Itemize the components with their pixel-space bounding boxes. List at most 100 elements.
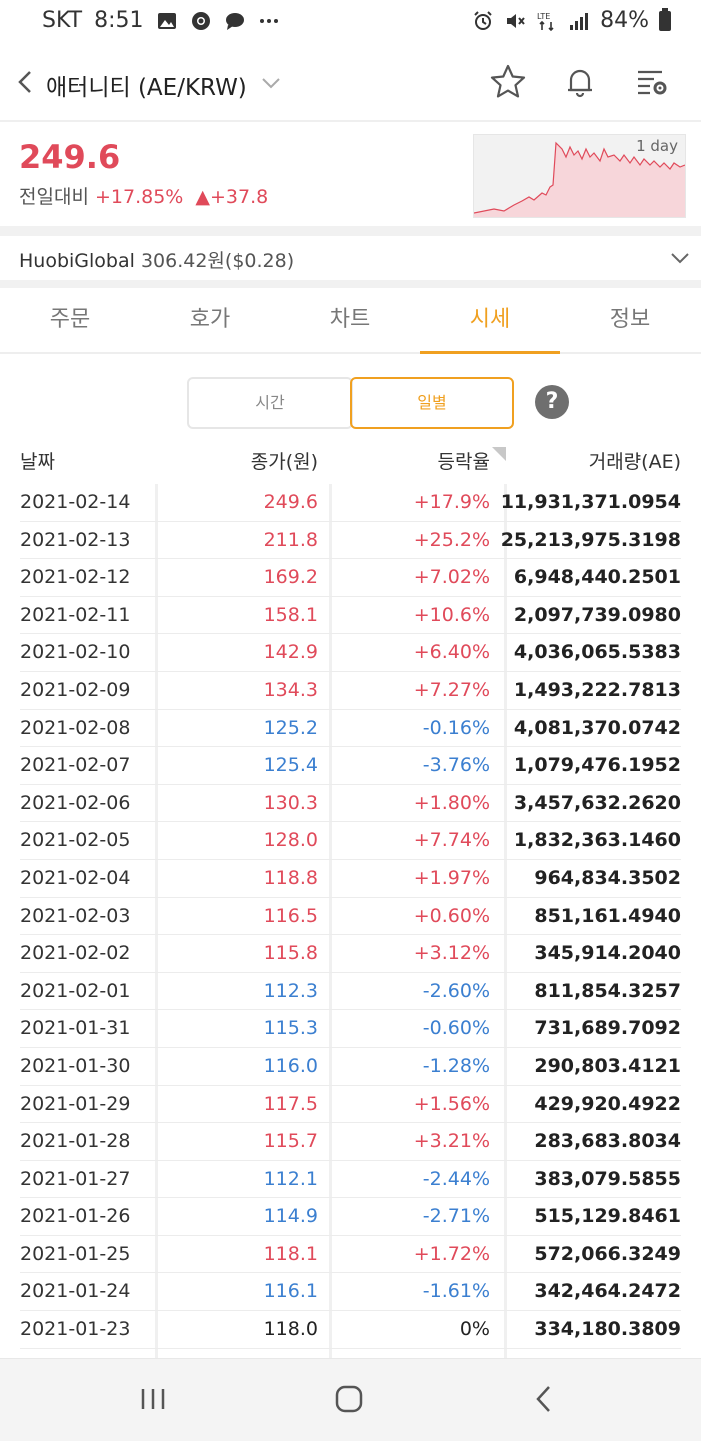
table-row: 2021-01-25 118.1 +1.72% 572,066.3249 — [0, 1236, 701, 1274]
settings-list-icon[interactable] — [632, 62, 672, 102]
status-bar-left: SKT 8:51 — [42, 8, 280, 33]
table-row: 2021-01-31 115.3 -0.60% 731,689.7092 — [0, 1010, 701, 1048]
row-date: 2021-01-23 — [20, 1318, 131, 1341]
back-nav-icon[interactable] — [525, 1379, 565, 1419]
change-label: 전일대비 — [19, 186, 89, 208]
table-row: 2021-02-10 142.9 +6.40% 4,036,065.5383 — [0, 634, 701, 672]
column-divider — [329, 484, 332, 1364]
row-change-rate: -1.61% — [422, 1280, 490, 1303]
row-close-price: 116.5 — [263, 904, 318, 927]
row-date: 2021-01-30 — [20, 1054, 131, 1077]
row-volume: 1,493,222.7813 — [513, 678, 681, 701]
row-volume: 1,832,363.1460 — [513, 829, 681, 852]
row-change-rate: +3.21% — [413, 1130, 490, 1153]
header-rate[interactable]: 등락율 — [437, 451, 490, 473]
row-volume: 1,079,476.1952 — [513, 754, 681, 777]
tab-orderbook[interactable]: 호가 — [189, 307, 231, 332]
row-date: 2021-02-10 — [20, 641, 131, 664]
row-close-price: 125.2 — [263, 716, 318, 739]
row-change-rate: +17.9% — [413, 491, 490, 513]
battery-level: 84% — [600, 8, 649, 33]
header-date[interactable]: 날짜 — [20, 451, 55, 473]
chevron-down-icon[interactable] — [668, 246, 692, 270]
table-row: 2021-01-24 116.1 -1.61% 342,464.2472 — [0, 1273, 701, 1311]
carrier-label: SKT — [42, 8, 83, 33]
row-date: 2021-01-29 — [20, 1092, 131, 1115]
row-change-rate: -1.28% — [422, 1054, 490, 1077]
chevron-down-icon[interactable] — [258, 70, 284, 96]
lte-icon: LTE — [537, 12, 554, 31]
row-volume: 283,683.8034 — [534, 1130, 681, 1153]
alarm-icon — [474, 10, 492, 30]
table-row: 2021-02-11 158.1 +10.6% 2,097,739.0980 — [0, 597, 701, 635]
table-row: 2021-01-29 117.5 +1.56% 429,920.4922 — [0, 1086, 701, 1124]
svg-text:LTE: LTE — [537, 12, 550, 21]
mini-price-chart[interactable]: 1 day — [473, 134, 686, 218]
table-row: 2021-02-09 134.3 +7.27% 1,493,222.7813 — [0, 672, 701, 710]
sort-indicator-icon — [492, 447, 506, 461]
row-volume: 572,066.3249 — [534, 1242, 681, 1265]
row-date: 2021-02-12 — [20, 566, 131, 589]
signal-icon — [570, 12, 589, 30]
row-volume: 964,834.3502 — [534, 866, 681, 889]
change-row: 전일대비 +17.85% ▲+37.8 — [19, 182, 268, 209]
row-close-price: 112.3 — [263, 979, 318, 1002]
header-volume[interactable]: 거래량(AE) — [588, 451, 681, 473]
daily-price-table: 날짜 종가(원) 등락율 거래량(AE) 2021-02-14 249.6 +17.… — [0, 440, 701, 1364]
exchange-selector[interactable]: HuobiGlobal 306.42원($0.28) — [0, 236, 701, 280]
tab-chart[interactable]: 차트 — [329, 307, 371, 332]
row-volume: 383,079.5855 — [534, 1167, 681, 1190]
row-change-rate: -2.71% — [422, 1205, 490, 1228]
row-close-price: 134.3 — [263, 678, 318, 701]
table-row: 2021-01-30 116.0 -1.28% 290,803.4121 — [0, 1048, 701, 1086]
row-close-price: 118.0 — [263, 1318, 318, 1341]
row-date: 2021-01-27 — [20, 1167, 131, 1190]
tab-info[interactable]: 정보 — [609, 307, 651, 332]
row-close-price: 158.1 — [263, 603, 318, 626]
row-change-rate: +1.80% — [413, 791, 490, 814]
row-volume: 345,914.2040 — [534, 942, 681, 965]
row-close-price: 115.7 — [263, 1130, 318, 1153]
row-volume: 429,920.4922 — [534, 1092, 681, 1115]
table-body: 2021-02-14 249.6 +17.9% 11,931,371.0954 2021… — [0, 484, 701, 1349]
row-date: 2021-01-25 — [20, 1242, 131, 1265]
table-row: 2021-02-13 211.8 +25.2% 25,213,975.3198 — [0, 522, 701, 560]
header-close[interactable]: 종가(원) — [250, 451, 318, 473]
table-header: 날짜 종가(원) 등락율 거래량(AE) — [0, 440, 701, 484]
home-icon[interactable] — [329, 1379, 369, 1419]
back-icon[interactable] — [8, 62, 48, 102]
row-date: 2021-02-05 — [20, 829, 131, 852]
segment-daily-button[interactable]: 일별 — [350, 377, 514, 429]
row-date: 2021-01-28 — [20, 1130, 131, 1153]
row-change-rate: -0.60% — [422, 1017, 490, 1040]
row-close-price: 142.9 — [263, 641, 318, 664]
clock: 8:51 — [94, 8, 144, 33]
star-icon[interactable] — [488, 62, 528, 102]
recent-apps-icon[interactable] — [133, 1379, 173, 1419]
segment-time-button[interactable]: 시간 — [187, 377, 353, 429]
row-volume: 515,129.8461 — [534, 1205, 681, 1228]
row-close-price: 249.6 — [263, 491, 318, 513]
row-date: 2021-01-31 — [20, 1017, 131, 1040]
row-date: 2021-02-04 — [20, 866, 131, 889]
row-volume: 4,081,370.0742 — [513, 716, 681, 739]
more-dots-icon — [259, 18, 278, 23]
table-row: 2021-02-07 125.4 -3.76% 1,079,476.1952 — [0, 747, 701, 785]
help-icon[interactable]: ? — [535, 385, 569, 419]
table-row: 2021-02-03 116.5 +0.60% 851,161.4940 — [0, 898, 701, 936]
tab-order[interactable]: 주문 — [49, 307, 91, 332]
row-date: 2021-02-07 — [20, 754, 131, 777]
bell-icon[interactable] — [560, 62, 600, 102]
row-change-rate: +7.74% — [413, 829, 490, 852]
row-volume: 2,097,739.0980 — [513, 603, 681, 626]
tab-market-price[interactable]: 시세 — [420, 288, 560, 354]
row-volume: 4,036,065.5383 — [513, 641, 681, 664]
divider — [0, 226, 701, 236]
row-volume: 342,464.2472 — [534, 1280, 681, 1303]
row-close-price: 118.1 — [263, 1242, 318, 1265]
chat-icon — [225, 12, 244, 30]
table-row: 2021-01-28 115.7 +3.21% 283,683.8034 — [0, 1123, 701, 1161]
page-title[interactable]: 애터니티 (AE/KRW) — [46, 75, 247, 101]
row-change-rate: +0.60% — [413, 904, 490, 927]
system-nav-bar — [0, 1358, 701, 1441]
